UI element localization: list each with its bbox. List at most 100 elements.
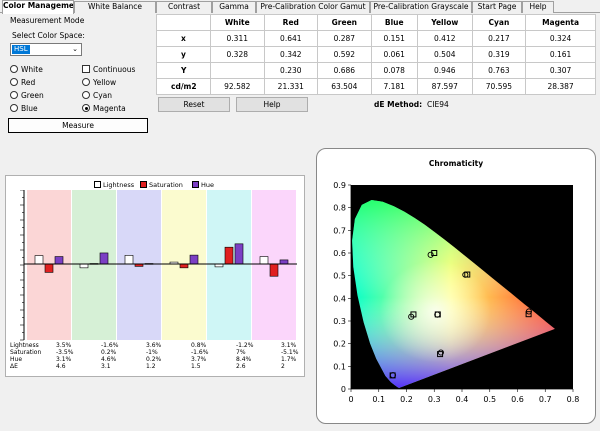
radio-selected-icon <box>82 104 90 112</box>
radio-cyan-label: Cyan <box>93 91 113 100</box>
bar-group-background <box>72 190 116 340</box>
tab-gamma[interactable]: Gamma <box>212 1 256 13</box>
radio-icon <box>82 91 90 99</box>
legend-label: Hue <box>201 181 215 189</box>
color-space-select[interactable]: HSL ⌄ <box>10 43 82 56</box>
table-cell <box>210 62 265 79</box>
radio-cyan[interactable]: Cyan <box>82 91 112 101</box>
target-marker <box>431 250 438 256</box>
radio-white[interactable]: White <box>10 65 43 75</box>
y-tick-label: 0.9 <box>333 181 346 190</box>
reset-button[interactable]: Reset <box>158 97 230 112</box>
tab-help[interactable]: Help <box>522 1 554 13</box>
y-tick-label: 0.2 <box>333 340 346 349</box>
x-tick-label: 0.4 <box>456 395 469 404</box>
tab-start-page[interactable]: Start Page <box>472 1 522 13</box>
bar-value-hue: 0.2% <box>146 356 162 363</box>
measured-marker <box>525 308 532 315</box>
continuous-label: Continuous <box>93 65 136 74</box>
color-error-chart: Lightness Saturation Hue Lightness Satur… <box>5 175 305 377</box>
panel-title: Measurement Mode <box>10 16 85 25</box>
row-label: Y <box>156 62 211 79</box>
x-tick-label: 0.2 <box>400 395 413 404</box>
radio-green[interactable]: Green <box>10 91 44 101</box>
measured-marker <box>462 271 469 278</box>
hue-bar <box>99 252 109 265</box>
y-tick-label: 0.4 <box>333 294 346 303</box>
measured-marker <box>389 372 396 379</box>
radio-blue[interactable]: Blue <box>10 104 38 114</box>
bar-value-hue: 3.7% <box>191 356 207 363</box>
table-cell: 70.595 <box>471 78 527 95</box>
y-tick-label: 0.3 <box>333 317 346 326</box>
tab-pre-calibration-grayscale[interactable]: Pre-Calibration Grayscale <box>370 1 472 13</box>
lightness-bar <box>34 255 44 265</box>
table-corner <box>156 14 211 31</box>
row-label-de: ΔE <box>10 363 18 370</box>
bar-value-de: 1.5 <box>191 363 201 370</box>
table-header-row: White Red Green Blue Yellow Cyan Magenta <box>156 14 596 31</box>
table-cell: 0.504 <box>416 46 473 63</box>
hue-bar <box>189 254 199 265</box>
swatch-icon <box>94 181 101 188</box>
radio-yellow-label: Yellow <box>93 78 117 87</box>
table-cell: 0.161 <box>525 46 596 63</box>
help-button[interactable]: Help <box>236 97 308 112</box>
radio-icon <box>10 65 18 73</box>
bar-value-lightness: -1.6% <box>101 342 119 349</box>
row-label-hue: Hue <box>10 356 23 363</box>
legend-saturation: Saturation <box>140 181 183 189</box>
legend-label: Lightness <box>103 181 135 189</box>
x-tick-label: 0.6 <box>511 395 524 404</box>
table-cell: 0.217 <box>471 30 527 47</box>
x-tick-label: 0.1 <box>372 395 385 404</box>
table-cell: 0.763 <box>471 62 527 79</box>
bar-value-de: 4.6 <box>56 363 66 370</box>
tab-color-management[interactable]: Color Management <box>2 0 74 14</box>
radio-white-label: White <box>21 65 43 74</box>
radio-yellow[interactable]: Yellow <box>82 78 116 88</box>
checkbox-icon <box>82 65 90 73</box>
bar-value-lightness: 3.1% <box>281 342 297 349</box>
table-cell: 7.181 <box>370 78 418 95</box>
tab-white-balance[interactable]: White Balance <box>74 1 156 13</box>
y-tick-label: 0.6 <box>333 249 346 258</box>
column-header: White <box>210 14 265 31</box>
color-space-value: HSL <box>12 45 30 54</box>
table-cell: 87.597 <box>416 78 473 95</box>
bar-value-de: 3.1 <box>101 363 111 370</box>
de-method-value: CIE94 <box>427 100 449 109</box>
hue-bar <box>54 256 64 265</box>
table-cell: 63.504 <box>317 78 372 95</box>
lightness-bar <box>124 255 134 265</box>
row-label-lightness: Lightness <box>10 342 39 349</box>
chromaticity-title: Chromaticity <box>428 159 484 168</box>
continuous-checkbox[interactable]: Continuous <box>82 65 135 75</box>
measurement-table: White Red Green Blue Yellow Cyan Magenta… <box>156 14 596 95</box>
measured-marker <box>434 311 441 318</box>
table-cell: 0.946 <box>416 62 473 79</box>
bar-plot <box>20 190 297 341</box>
row-label: x <box>156 30 211 47</box>
radio-magenta[interactable]: Magenta <box>82 104 126 114</box>
table-row: Y 0.230 0.686 0.078 0.946 0.763 0.307 <box>156 62 596 79</box>
measurement-mode-panel: Measurement Mode Select Color Space: HSL… <box>2 16 154 136</box>
saturation-bar <box>44 263 54 273</box>
lightness-bar <box>259 256 269 265</box>
tab-pre-calibration-color-gamut[interactable]: Pre-Calibration Color Gamut <box>256 1 370 13</box>
table-row: x 0.311 0.641 0.287 0.151 0.412 0.217 0.… <box>156 30 596 47</box>
table-cell: 0.319 <box>471 46 527 63</box>
table-cell: 0.641 <box>263 30 319 47</box>
tab-bar: Color Management White Balance Contrast … <box>0 0 600 14</box>
bar-value-de: 2.6 <box>236 363 246 370</box>
measure-button[interactable]: Measure <box>8 118 148 133</box>
y-tick-label: 0.5 <box>333 272 346 281</box>
table-cell: 0.061 <box>370 46 418 63</box>
y-tick-label: 0 <box>341 385 346 394</box>
x-tick-label: 0.3 <box>428 395 441 404</box>
y-tick-label: 0.7 <box>333 226 346 235</box>
column-header: Cyan <box>471 14 527 31</box>
radio-red[interactable]: Red <box>10 78 35 88</box>
tab-contrast[interactable]: Contrast <box>156 1 212 13</box>
bar-value-hue: 8.4% <box>236 356 252 363</box>
